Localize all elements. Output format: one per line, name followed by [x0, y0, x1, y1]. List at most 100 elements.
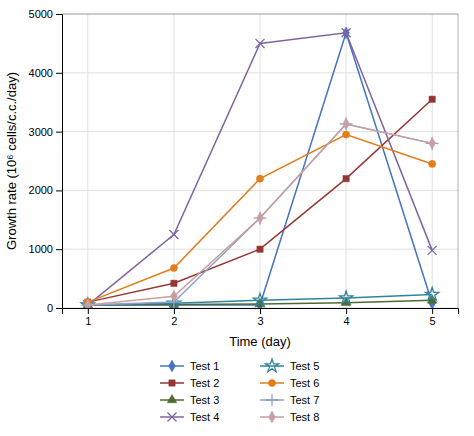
- series-point: [426, 137, 439, 150]
- series-layer: [81, 27, 439, 308]
- legend-label: Test 6: [290, 377, 319, 389]
- legend-label: Test 1: [190, 360, 219, 372]
- y-axis: 0 1000 2000 3000 4000 5000: [29, 8, 63, 314]
- chart: 1 2 3 4 5 0 1000 2000 3000 4000 5000 Time (day) Grow…: [0, 0, 474, 436]
- y-tick: 0: [47, 302, 62, 314]
- series-point: [169, 230, 178, 239]
- grid-line-x: [346, 14, 347, 308]
- series-point: [257, 246, 263, 252]
- legend-item: Test 5: [260, 359, 319, 372]
- x-tick-label: 1: [85, 315, 91, 327]
- legend-swatch-marker: [169, 380, 175, 386]
- y-tick-mark: [56, 132, 62, 133]
- x-tick-label: 5: [430, 315, 436, 327]
- legend-label: Test 2: [190, 377, 219, 389]
- legend-item: Test 4: [160, 411, 219, 423]
- series-point: [426, 287, 439, 300]
- series-point: [343, 118, 350, 130]
- series: [84, 27, 435, 308]
- series-line: [88, 124, 432, 305]
- y-tick-label: 2000: [29, 184, 53, 196]
- legend-swatch-marker: [268, 379, 275, 386]
- y-tick-label: 0: [47, 302, 53, 314]
- series-point: [256, 175, 263, 182]
- x-tick: 1: [85, 308, 91, 327]
- legend-swatch-marker: [265, 359, 278, 372]
- x-tick-label: 3: [257, 315, 263, 327]
- y-tick: 4000: [29, 67, 62, 79]
- series-point: [429, 160, 436, 167]
- grid-line-x: [260, 14, 261, 308]
- series-point: [255, 39, 264, 48]
- series-point: [257, 212, 264, 224]
- legend-item: Test 7: [260, 394, 319, 407]
- legend-item: Test 1: [160, 360, 219, 372]
- x-tick: 5: [430, 308, 436, 327]
- legend-item: Test 2: [160, 377, 219, 389]
- series-point: [339, 291, 352, 304]
- y-tick: 2000: [29, 184, 62, 196]
- x-tick-mark: [174, 308, 175, 314]
- x-tick-label: 2: [171, 315, 177, 327]
- series-point: [342, 28, 351, 37]
- legend-label: Test 3: [190, 394, 219, 406]
- legend-label: Test 4: [190, 411, 219, 423]
- x-tick-mark: [346, 308, 347, 314]
- x-tick: 4: [344, 308, 350, 327]
- series-point: [428, 246, 437, 255]
- series-point: [84, 299, 91, 308]
- series: [85, 96, 436, 305]
- y-tick-mark: [56, 308, 62, 309]
- series-point: [429, 137, 436, 149]
- plot: 1 2 3 4 5 0 1000 2000 3000 4000 5000: [29, 8, 459, 327]
- series: [83, 295, 437, 308]
- x-tick-mark: [88, 308, 89, 314]
- legend-swatch-marker: [169, 360, 176, 372]
- x-axis: 1 2 3 4 5: [63, 308, 459, 327]
- series-point: [171, 290, 178, 302]
- grid-line-y: [62, 14, 458, 15]
- x-tick-mark: [432, 308, 433, 314]
- frame-right: [458, 14, 459, 308]
- y-tick-mark: [56, 73, 62, 74]
- series-point: [84, 299, 91, 308]
- series-line: [88, 33, 432, 305]
- series-point: [170, 264, 177, 271]
- series-line: [88, 33, 432, 305]
- grid-line-x: [173, 14, 174, 308]
- legend-swatch-marker: [269, 411, 276, 423]
- y-tick: 3000: [29, 126, 62, 138]
- grid: [62, 14, 458, 308]
- legend-swatch-marker: [167, 412, 176, 421]
- y-tick: 1000: [29, 243, 62, 255]
- legend: Test 1 Test 2 Test 3 Test 4 Test 5 Test 6 Test…: [160, 359, 319, 423]
- x-axis-line: [63, 309, 459, 315]
- y-tick-label: 3000: [29, 126, 53, 138]
- y-tick-mark: [56, 249, 62, 250]
- legend-item: Test 8: [260, 411, 319, 423]
- series: [81, 118, 438, 308]
- legend-label: Test 7: [290, 394, 319, 406]
- series-point: [343, 175, 349, 181]
- legend-swatch-line: [260, 365, 284, 367]
- series-line: [88, 99, 432, 302]
- y-tick-label: 5000: [29, 8, 53, 20]
- y-tick-mark: [56, 14, 62, 15]
- series-line: [88, 124, 432, 305]
- x-axis-title: Time (day): [229, 334, 291, 349]
- legend-swatch-marker: [167, 394, 177, 402]
- y-tick-label: 1000: [29, 243, 53, 255]
- x-tick-label: 4: [344, 315, 350, 327]
- x-tick: 2: [171, 308, 177, 327]
- series-point: [429, 96, 435, 102]
- y-tick-label: 4000: [29, 67, 53, 79]
- legend-label: Test 5: [290, 360, 319, 372]
- x-tick-mark: [260, 308, 261, 314]
- legend-swatch-marker: [266, 394, 279, 407]
- y-axis-title: Growth rate (10⁶ cells/c.c./day): [4, 72, 19, 250]
- legend-item: Test 3: [160, 394, 219, 406]
- series-point: [171, 280, 177, 286]
- x-tick: 3: [257, 308, 263, 327]
- series-point: [253, 293, 266, 306]
- grid-line-x: [87, 14, 88, 308]
